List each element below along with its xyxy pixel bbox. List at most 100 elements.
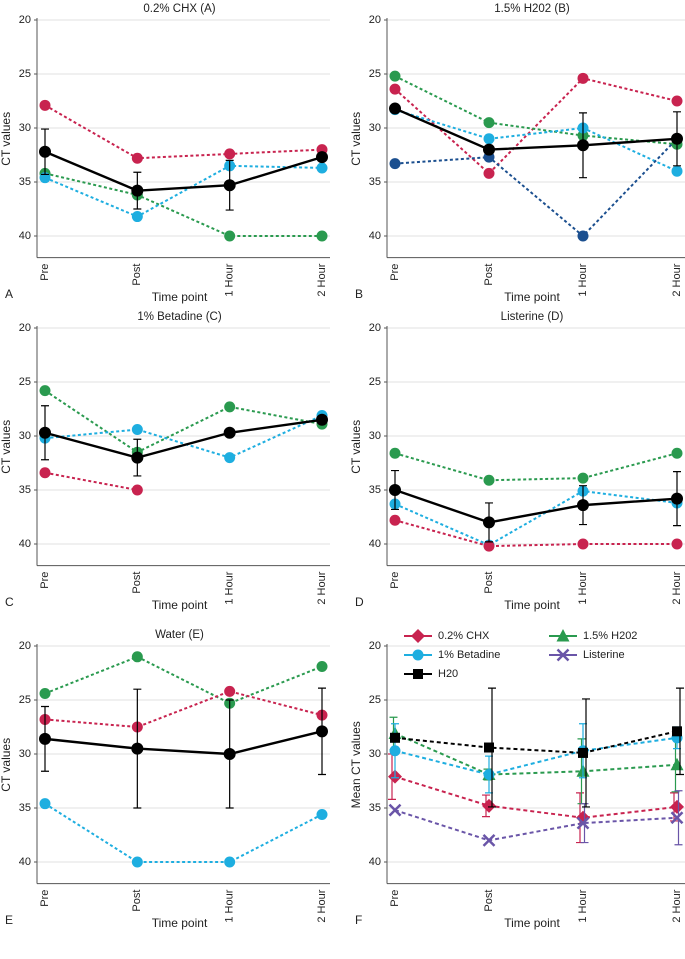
- marker: [39, 798, 51, 810]
- marker: [483, 540, 495, 552]
- series-line: [44, 655, 323, 705]
- panel-label: F: [355, 913, 362, 927]
- y-tick-label: 35: [369, 176, 381, 188]
- y-tick-label: 20: [369, 322, 381, 334]
- x-tick-label: 2 Hour: [316, 263, 328, 296]
- panel-label: C: [5, 595, 14, 609]
- series-line: [44, 802, 323, 863]
- marker: [39, 467, 51, 479]
- series-line: [394, 138, 678, 238]
- series-line: [394, 77, 678, 175]
- marker: [389, 447, 401, 459]
- series-line: [44, 150, 323, 192]
- marker: [412, 649, 424, 661]
- x-tick-label: 2 Hour: [316, 889, 328, 922]
- series-line: [44, 471, 138, 491]
- marker: [577, 230, 589, 242]
- y-tick-label: 25: [19, 68, 31, 80]
- chart-title: 0.2% CHX (A): [143, 3, 215, 15]
- marker: [671, 492, 683, 505]
- series-line: [394, 809, 678, 842]
- marker: [316, 808, 328, 820]
- marker: [576, 816, 590, 830]
- marker: [316, 413, 328, 426]
- series-line: [394, 107, 678, 151]
- marker: [316, 162, 328, 174]
- marker: [39, 732, 51, 745]
- y-tick-label: 40: [19, 230, 31, 242]
- marker: [411, 629, 425, 643]
- y-tick-label: 40: [369, 230, 381, 242]
- x-tick-label: Post: [131, 572, 143, 594]
- y-tick-label: 25: [369, 694, 381, 706]
- marker: [671, 447, 683, 459]
- series-line: [394, 730, 678, 754]
- series-line: [394, 775, 678, 819]
- x-axis-label: Time point: [152, 598, 208, 612]
- marker: [577, 72, 589, 84]
- x-tick-label: 2 Hour: [671, 571, 683, 604]
- marker: [224, 230, 236, 242]
- marker: [671, 165, 683, 177]
- y-tick-label: 30: [19, 430, 31, 442]
- x-axis-label: Time point: [504, 598, 560, 612]
- x-tick-label: 1 Hour: [577, 263, 589, 296]
- x-tick-label: Post: [483, 572, 495, 594]
- legend-label: H20: [438, 668, 458, 680]
- y-tick-label: 35: [19, 176, 31, 188]
- y-tick-label: 30: [369, 748, 381, 760]
- marker: [484, 742, 494, 753]
- marker: [556, 629, 570, 642]
- x-tick-label: Pre: [39, 264, 51, 281]
- y-tick-label: 30: [19, 748, 31, 760]
- marker: [388, 803, 402, 817]
- marker: [483, 133, 495, 145]
- x-tick-label: Pre: [389, 572, 401, 589]
- x-tick-label: Pre: [389, 890, 401, 907]
- marker: [131, 742, 144, 755]
- panel-label: D: [355, 595, 364, 609]
- marker: [316, 230, 328, 242]
- marker: [131, 152, 143, 164]
- marker: [671, 95, 683, 107]
- x-tick-label: 2 Hour: [671, 263, 683, 296]
- series-line: [394, 452, 678, 482]
- chart-title: Water (E): [155, 629, 204, 641]
- marker: [131, 484, 143, 496]
- marker: [223, 179, 236, 192]
- series-line: [394, 490, 678, 547]
- y-tick-label: 20: [369, 640, 381, 652]
- series-line: [394, 519, 677, 548]
- marker: [482, 798, 496, 813]
- marker: [223, 426, 236, 439]
- marker: [389, 83, 401, 95]
- marker: [483, 143, 495, 156]
- series-line: [44, 418, 323, 459]
- x-tick-label: 1 Hour: [224, 889, 236, 922]
- x-axis-label: Time point: [152, 290, 208, 304]
- legend-label: 0.2% CHX: [438, 630, 490, 642]
- marker: [224, 148, 236, 160]
- series-line: [44, 164, 323, 218]
- y-axis-label: CT values: [349, 112, 363, 166]
- marker: [389, 745, 401, 757]
- x-tick-label: 1 Hour: [224, 571, 236, 604]
- marker: [389, 102, 401, 115]
- marker: [224, 685, 236, 697]
- panel-label: B: [355, 287, 363, 301]
- marker: [39, 688, 51, 700]
- marker: [223, 748, 236, 760]
- x-axis-label: Time point: [152, 916, 208, 930]
- marker: [131, 856, 143, 868]
- x-tick-label: Post: [131, 264, 143, 286]
- y-tick-label: 30: [369, 430, 381, 442]
- marker: [483, 474, 495, 486]
- marker: [670, 799, 684, 814]
- x-axis-label: Time point: [504, 916, 560, 930]
- x-tick-label: 1 Hour: [577, 889, 589, 922]
- marker: [389, 484, 401, 496]
- y-tick-label: 25: [19, 376, 31, 388]
- marker: [483, 117, 495, 129]
- marker: [39, 99, 51, 111]
